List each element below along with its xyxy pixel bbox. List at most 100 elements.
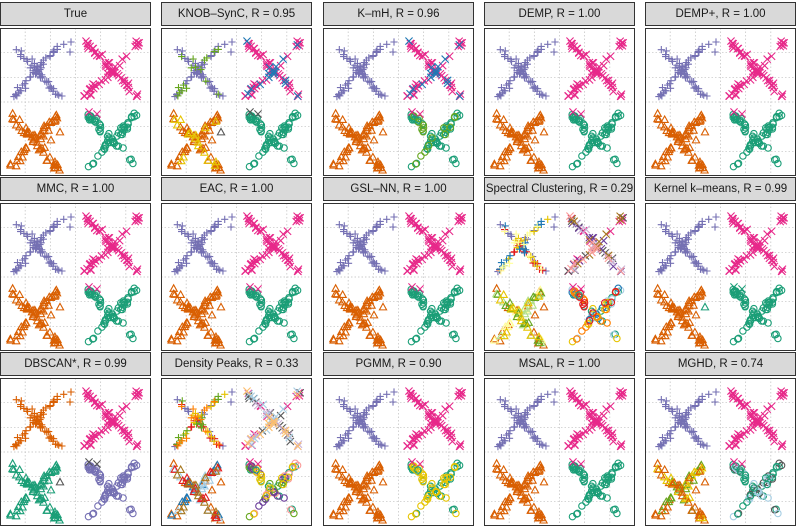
data-point [566,212,574,221]
data-point [690,327,700,336]
data-point [118,305,127,314]
data-point [22,252,30,260]
data-point [264,248,273,257]
data-point [698,220,706,229]
data-point [294,265,303,274]
data-point [681,240,689,249]
data-point [599,61,608,70]
data-point [668,56,676,64]
data-point [734,84,743,93]
data-point [183,476,193,486]
data-point [330,289,340,298]
outlier-point [91,466,99,474]
data-point [595,412,604,421]
data-point [338,506,348,515]
data-point [249,335,258,343]
data-point [36,303,46,312]
data-point [349,239,357,247]
data-point [424,233,433,242]
data-point [199,131,210,140]
data-point [507,56,515,64]
data-point [681,424,690,432]
data-point [514,413,523,421]
data-point [290,509,298,518]
outlier-point [55,302,65,311]
data-point [266,304,274,313]
data-point [53,395,61,404]
data-point [359,128,369,137]
data-point [533,262,541,270]
data-point [740,80,749,89]
data-point [602,230,611,239]
data-point [23,57,32,66]
data-point [338,114,348,124]
data-point [345,77,353,85]
data-point [211,291,221,300]
data-point [22,427,30,435]
data-point [203,505,213,514]
data-point [570,84,579,93]
data-point [45,502,55,511]
data-point [443,473,451,482]
data-point [257,474,266,482]
data-point [120,298,128,307]
data-point [694,262,702,270]
data-point [537,265,545,273]
data-point [681,303,691,312]
data-point [455,387,464,396]
data-point [421,400,430,409]
data-point [88,160,97,168]
data-point [694,437,702,445]
data-point [442,144,450,152]
data-point [13,442,21,450]
outlier-point [390,213,398,221]
data-point [193,312,203,321]
data-point [123,123,132,131]
data-point [11,336,21,345]
data-point [741,299,750,307]
data-point [660,156,670,165]
data-point [198,239,206,247]
data-point [602,128,611,136]
data-point [506,129,516,138]
outlier-point [539,127,549,136]
data-point [105,484,113,492]
data-point [244,42,253,51]
data-point [83,217,92,226]
data-point [428,309,436,317]
data-point [596,317,605,325]
data-point [778,440,787,449]
data-point [691,258,699,266]
data-point [663,152,673,161]
data-point [122,227,131,236]
data-point [259,225,268,234]
data-point [573,434,582,443]
data-point [691,83,699,91]
data-point [334,511,344,520]
data-point [276,61,285,70]
data-point [21,143,31,152]
data-point [170,464,180,473]
data-point [520,128,530,137]
data-point [206,152,216,161]
data-point [411,510,420,518]
data-point [496,46,504,54]
data-point [689,125,699,134]
data-point [579,255,588,264]
data-point [195,145,205,154]
data-point [607,123,616,131]
data-point [281,254,290,263]
data-point [777,92,786,101]
data-point [133,265,142,274]
data-point [728,439,737,448]
data-point [14,297,24,306]
data-point [210,262,218,270]
data-point [691,433,699,441]
data-point [83,42,92,51]
data-point [698,265,706,273]
data-point [367,292,377,301]
data-point [457,391,466,400]
data-point [38,481,49,490]
data-point [38,306,49,315]
data-point [21,318,31,327]
